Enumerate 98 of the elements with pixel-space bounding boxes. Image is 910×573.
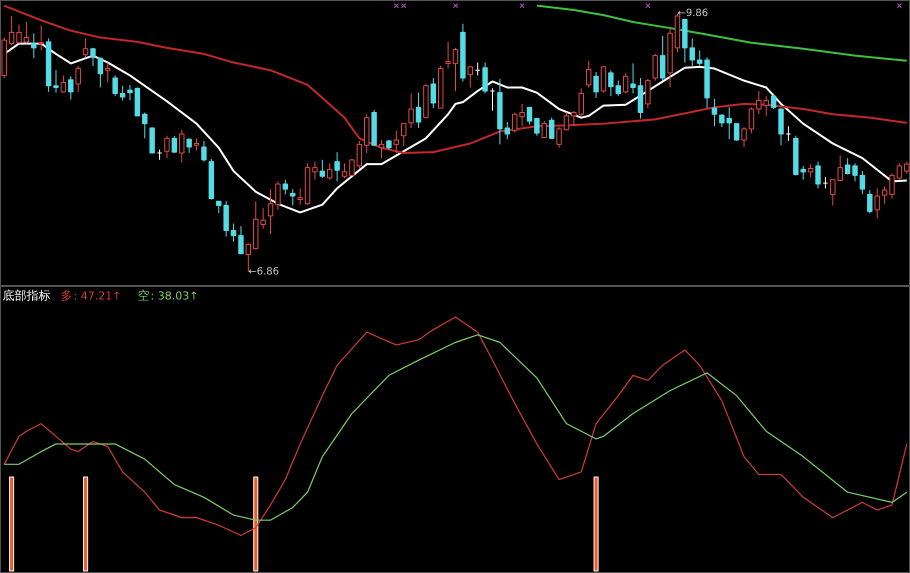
candlestick bbox=[430, 78, 436, 109]
candlestick bbox=[201, 140, 207, 162]
candlestick bbox=[534, 117, 540, 136]
candlestick bbox=[860, 170, 866, 195]
candlestick bbox=[586, 60, 592, 88]
candlestick bbox=[712, 98, 718, 127]
candlestick bbox=[194, 138, 200, 151]
candlestick bbox=[741, 126, 747, 148]
candlestick bbox=[504, 121, 510, 140]
candlestick bbox=[542, 120, 547, 139]
candlestick bbox=[142, 112, 148, 139]
candlestick bbox=[904, 161, 910, 174]
candlestick bbox=[512, 112, 518, 133]
candlestick bbox=[874, 188, 880, 219]
candlestick bbox=[297, 188, 303, 206]
candlestick bbox=[349, 158, 355, 177]
candlestick bbox=[622, 72, 628, 94]
candlestick bbox=[867, 190, 873, 214]
candlestick bbox=[593, 72, 599, 98]
candlestick bbox=[216, 200, 222, 214]
candlestick bbox=[53, 70, 59, 94]
candlestick bbox=[808, 164, 814, 178]
candlestick bbox=[327, 162, 332, 180]
candlestick bbox=[564, 112, 570, 132]
candlestick bbox=[719, 114, 725, 128]
candlestick bbox=[660, 35, 666, 82]
candlestick bbox=[445, 41, 451, 70]
candlestick bbox=[238, 226, 244, 254]
candlestick bbox=[416, 92, 422, 128]
candlestick bbox=[578, 88, 584, 116]
candlestick bbox=[378, 140, 384, 159]
candlestick bbox=[112, 74, 118, 97]
candlestick bbox=[260, 208, 266, 230]
candlestick bbox=[734, 123, 740, 142]
candlestick bbox=[356, 140, 362, 169]
candlestick bbox=[186, 138, 192, 154]
candlestick bbox=[98, 56, 104, 88]
candlestick bbox=[90, 47, 96, 66]
candlestick bbox=[75, 65, 81, 92]
candlestick bbox=[815, 161, 821, 189]
candlestick bbox=[800, 165, 806, 180]
candlestick bbox=[31, 32, 37, 59]
candlestick bbox=[844, 158, 850, 176]
candlestick bbox=[830, 179, 836, 206]
candlestick bbox=[726, 106, 732, 140]
candlestick bbox=[756, 90, 762, 115]
candlestick bbox=[690, 38, 695, 66]
candlestick bbox=[16, 24, 22, 44]
candlestick bbox=[60, 74, 66, 94]
candlestick bbox=[38, 24, 44, 51]
candlestick bbox=[882, 186, 888, 204]
candlestick bbox=[556, 126, 562, 148]
candlestick bbox=[571, 110, 577, 127]
candlestick bbox=[24, 22, 30, 44]
candlestick bbox=[127, 84, 133, 101]
candlestick bbox=[548, 117, 554, 140]
candlestick bbox=[468, 65, 474, 88]
candlestick bbox=[608, 70, 614, 97]
text: 空 bbox=[138, 288, 150, 302]
candlestick bbox=[68, 76, 74, 100]
candlestick bbox=[120, 85, 126, 101]
candlestick bbox=[320, 159, 326, 178]
text: : 38.03↑ bbox=[150, 290, 198, 302]
candlestick bbox=[896, 162, 902, 180]
candlestick bbox=[334, 152, 340, 182]
candlestick bbox=[290, 188, 296, 206]
candlestick bbox=[770, 93, 776, 110]
candlestick bbox=[696, 50, 702, 66]
candlestick bbox=[82, 38, 88, 58]
text: 多 bbox=[60, 288, 72, 302]
candlestick bbox=[179, 129, 184, 163]
candlestick bbox=[526, 106, 532, 126]
annotation: ←6.86 bbox=[248, 266, 279, 278]
candlestick bbox=[105, 62, 110, 83]
text: : 47.21↑ bbox=[74, 290, 122, 302]
candlestick bbox=[652, 53, 658, 82]
candlestick bbox=[408, 93, 414, 128]
candlestick bbox=[748, 106, 754, 134]
candlestick bbox=[482, 62, 488, 94]
candlestick bbox=[519, 103, 525, 127]
chart-title: 底部指标 bbox=[2, 288, 50, 302]
candlestick bbox=[400, 122, 406, 147]
candlestick bbox=[764, 96, 769, 116]
candlestick bbox=[837, 155, 843, 182]
candlestick bbox=[616, 80, 621, 97]
candlestick bbox=[342, 162, 348, 178]
candlestick bbox=[172, 135, 178, 154]
candlestick bbox=[394, 130, 400, 154]
candlestick bbox=[452, 47, 458, 92]
annotation: ←9.86 bbox=[677, 8, 708, 19]
candlestick bbox=[645, 78, 651, 109]
candlestick bbox=[164, 135, 170, 159]
candlestick bbox=[852, 162, 858, 182]
candlestick bbox=[8, 16, 14, 46]
candlestick bbox=[386, 140, 392, 150]
candlestick bbox=[889, 173, 895, 200]
candlestick bbox=[230, 223, 236, 242]
candlestick bbox=[282, 179, 288, 195]
